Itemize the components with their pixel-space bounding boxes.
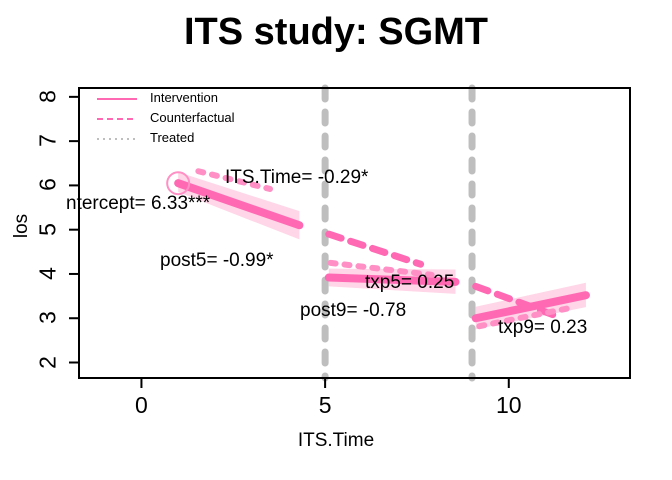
y-tick-label: 4 xyxy=(34,267,61,280)
legend-item-label: Treated xyxy=(150,130,195,145)
x-tick-label: 5 xyxy=(318,392,332,418)
legend-item-label: Intervention xyxy=(150,90,218,105)
annotation-txp5: txp5= 0.25 xyxy=(365,272,455,293)
plot-frame xyxy=(78,87,631,379)
y-tick-label: 3 xyxy=(34,311,61,325)
series-line xyxy=(327,259,435,278)
vertical-cut-lines xyxy=(321,84,476,382)
series-line xyxy=(195,168,274,192)
legend-item-label: Counterfactual xyxy=(150,110,235,125)
annotation-post9: post9= -0.78 xyxy=(300,300,407,321)
x-axis-label: ITS.Time xyxy=(297,430,375,451)
x-tick-label: 0 xyxy=(135,392,148,418)
annotation-intercept: ntercept= 6.33*** xyxy=(66,193,211,214)
y-axis-label: los xyxy=(11,213,32,239)
legend-sample-lines xyxy=(97,98,137,140)
series-line xyxy=(325,230,425,268)
annotation-its-time: ITS.Time= -0.29* xyxy=(225,167,369,188)
series-line xyxy=(476,305,571,330)
intercept-marker xyxy=(166,171,191,196)
axis-ticks xyxy=(69,95,510,388)
x-tick-label: 10 xyxy=(495,392,522,418)
annotation-txp9: txp9= 0.23 xyxy=(498,317,588,338)
series-line xyxy=(472,282,561,320)
chart-title: ITS study: SGMT xyxy=(184,11,488,53)
y-tick-label: 5 xyxy=(34,222,61,236)
series-line xyxy=(174,179,304,230)
series-lines xyxy=(174,168,590,330)
y-tick-label: 7 xyxy=(34,134,61,148)
series-line xyxy=(324,273,460,286)
y-tick-label: 2 xyxy=(34,355,61,369)
annotation-post5: post5= -0.99* xyxy=(160,250,274,271)
y-tick-label: 6 xyxy=(34,178,61,192)
y-tick-label: 8 xyxy=(34,89,61,103)
